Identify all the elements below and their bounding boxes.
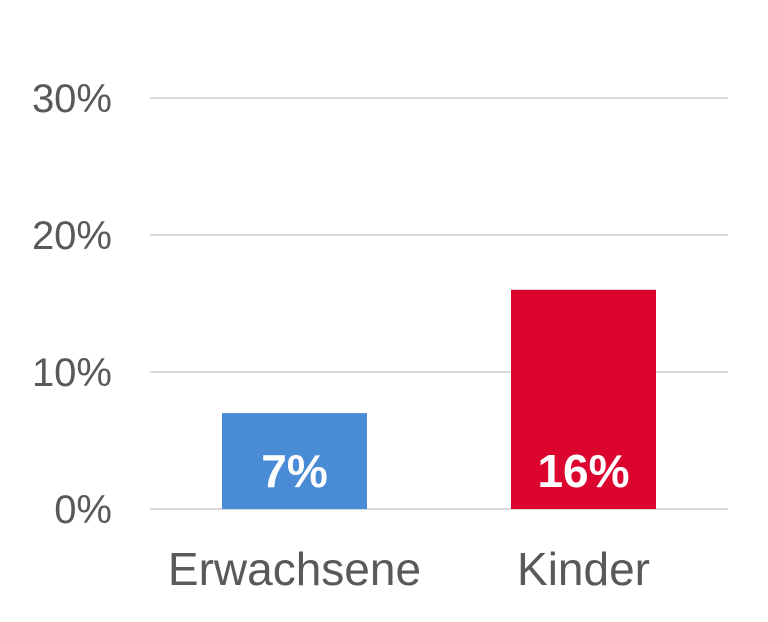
data-labels: 7% 16% — [261, 445, 629, 497]
y-tick-label: 30% — [32, 77, 112, 121]
category-label-erwachsene: Erwachsene — [168, 543, 421, 595]
data-label-kinder: 16% — [537, 445, 629, 497]
category-label-kinder: Kinder — [517, 543, 650, 595]
y-tick-label: 20% — [32, 214, 112, 258]
y-axis-tick-labels: 0% 10% 20% 30% — [32, 77, 112, 532]
y-tick-label: 0% — [54, 488, 112, 532]
bar-erwachsene — [222, 413, 367, 509]
bars — [222, 289, 656, 509]
bar-kinder — [511, 289, 656, 509]
y-tick-label: 10% — [32, 351, 112, 395]
data-label-erwachsene: 7% — [261, 445, 327, 497]
x-axis-category-labels: Erwachsene Kinder — [168, 543, 650, 595]
